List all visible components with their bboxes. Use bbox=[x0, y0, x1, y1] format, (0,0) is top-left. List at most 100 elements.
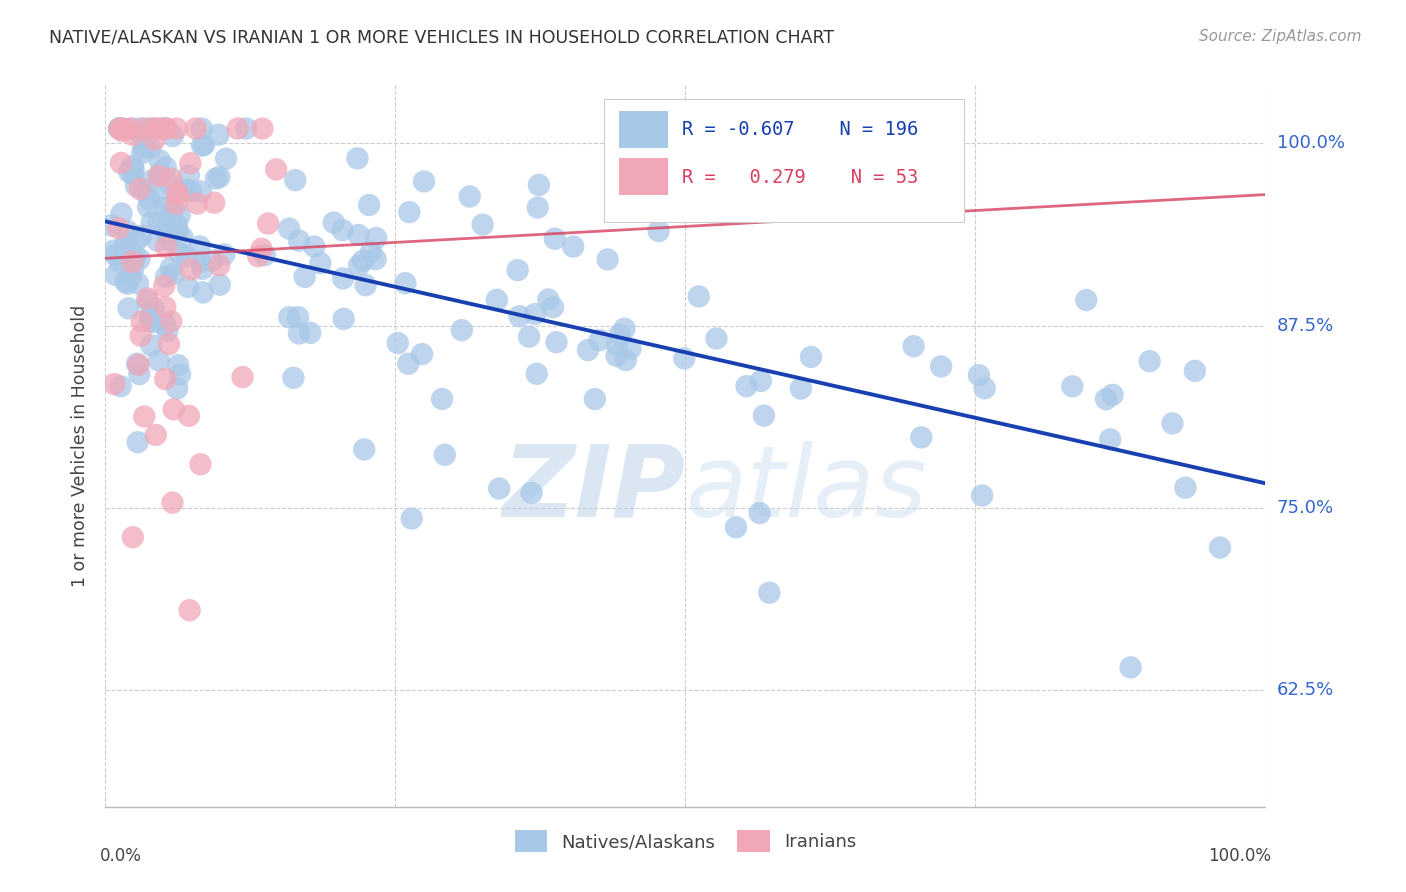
Point bbox=[169, 246, 191, 260]
Point bbox=[450, 323, 472, 337]
Point bbox=[235, 121, 257, 136]
Point bbox=[278, 310, 301, 325]
Point bbox=[191, 285, 214, 300]
Point bbox=[247, 249, 270, 263]
Point bbox=[134, 409, 156, 424]
Point bbox=[115, 237, 138, 252]
Point bbox=[283, 371, 305, 385]
Point bbox=[179, 156, 201, 170]
Point bbox=[107, 221, 129, 235]
Point bbox=[167, 358, 190, 372]
Point bbox=[166, 187, 188, 202]
Point bbox=[159, 261, 181, 276]
Text: R =   0.279    N = 53: R = 0.279 N = 53 bbox=[682, 169, 918, 187]
Point bbox=[166, 224, 188, 238]
Point bbox=[124, 249, 146, 263]
Point bbox=[488, 482, 510, 496]
Point bbox=[190, 185, 212, 199]
Point bbox=[143, 133, 166, 147]
Point bbox=[215, 152, 238, 166]
Point bbox=[139, 141, 162, 155]
Point bbox=[112, 121, 135, 136]
Point bbox=[110, 156, 132, 170]
Point bbox=[605, 349, 627, 363]
Point bbox=[136, 293, 159, 308]
Point bbox=[179, 603, 201, 617]
Point bbox=[155, 372, 177, 386]
Point bbox=[205, 171, 228, 186]
Text: 87.5%: 87.5% bbox=[1277, 317, 1334, 334]
Point bbox=[1101, 388, 1123, 402]
Point bbox=[673, 351, 696, 366]
Point bbox=[150, 121, 173, 136]
Point bbox=[257, 217, 280, 231]
Point bbox=[108, 121, 131, 136]
Point bbox=[523, 307, 546, 321]
Point bbox=[387, 336, 409, 351]
Point bbox=[129, 328, 152, 343]
Point bbox=[517, 329, 540, 343]
Point bbox=[284, 173, 307, 187]
Point bbox=[121, 121, 143, 136]
Point bbox=[1184, 364, 1206, 378]
Point bbox=[1095, 392, 1118, 406]
Point bbox=[139, 309, 162, 323]
Point bbox=[207, 128, 229, 142]
Point bbox=[146, 234, 169, 248]
Point bbox=[117, 277, 139, 291]
Point bbox=[155, 318, 177, 332]
Point bbox=[155, 269, 177, 284]
Point bbox=[188, 254, 211, 268]
Point bbox=[120, 268, 142, 283]
Point bbox=[177, 169, 200, 183]
Point bbox=[129, 229, 152, 244]
Point bbox=[188, 239, 211, 253]
Point bbox=[299, 326, 322, 340]
Point bbox=[141, 338, 163, 352]
Point bbox=[202, 195, 225, 210]
Point bbox=[108, 121, 131, 136]
Text: 62.5%: 62.5% bbox=[1277, 681, 1334, 699]
Point bbox=[264, 162, 287, 177]
Point bbox=[120, 121, 142, 136]
Point bbox=[128, 182, 150, 196]
Point bbox=[562, 239, 585, 253]
Point bbox=[411, 347, 433, 361]
Point bbox=[526, 367, 548, 381]
Point bbox=[970, 489, 993, 503]
Point bbox=[139, 122, 162, 136]
Point bbox=[366, 231, 388, 245]
Point bbox=[724, 520, 747, 534]
Point bbox=[136, 292, 159, 306]
Point bbox=[156, 324, 179, 338]
Point bbox=[396, 357, 419, 371]
Text: R = -0.607    N = 196: R = -0.607 N = 196 bbox=[682, 120, 918, 139]
Point bbox=[401, 511, 423, 525]
Point bbox=[160, 314, 183, 328]
Text: 100.0%: 100.0% bbox=[1277, 134, 1344, 153]
Point bbox=[111, 124, 134, 138]
Point bbox=[132, 131, 155, 145]
Point bbox=[166, 382, 188, 396]
Point bbox=[149, 167, 172, 181]
Point bbox=[141, 121, 163, 136]
Point bbox=[353, 442, 375, 457]
Point bbox=[132, 141, 155, 155]
Point bbox=[177, 409, 200, 423]
Point bbox=[103, 377, 125, 392]
Point bbox=[155, 161, 177, 175]
Point bbox=[360, 244, 382, 259]
Point bbox=[588, 333, 610, 347]
Point bbox=[122, 253, 145, 268]
Point bbox=[252, 121, 274, 136]
Point bbox=[114, 275, 136, 289]
Point bbox=[609, 327, 631, 342]
Point bbox=[706, 331, 728, 345]
Point bbox=[458, 189, 481, 203]
Point bbox=[176, 183, 198, 197]
Point bbox=[145, 121, 167, 136]
Point bbox=[142, 301, 165, 316]
Point bbox=[214, 247, 236, 261]
Point bbox=[153, 121, 176, 136]
Point bbox=[347, 259, 370, 273]
